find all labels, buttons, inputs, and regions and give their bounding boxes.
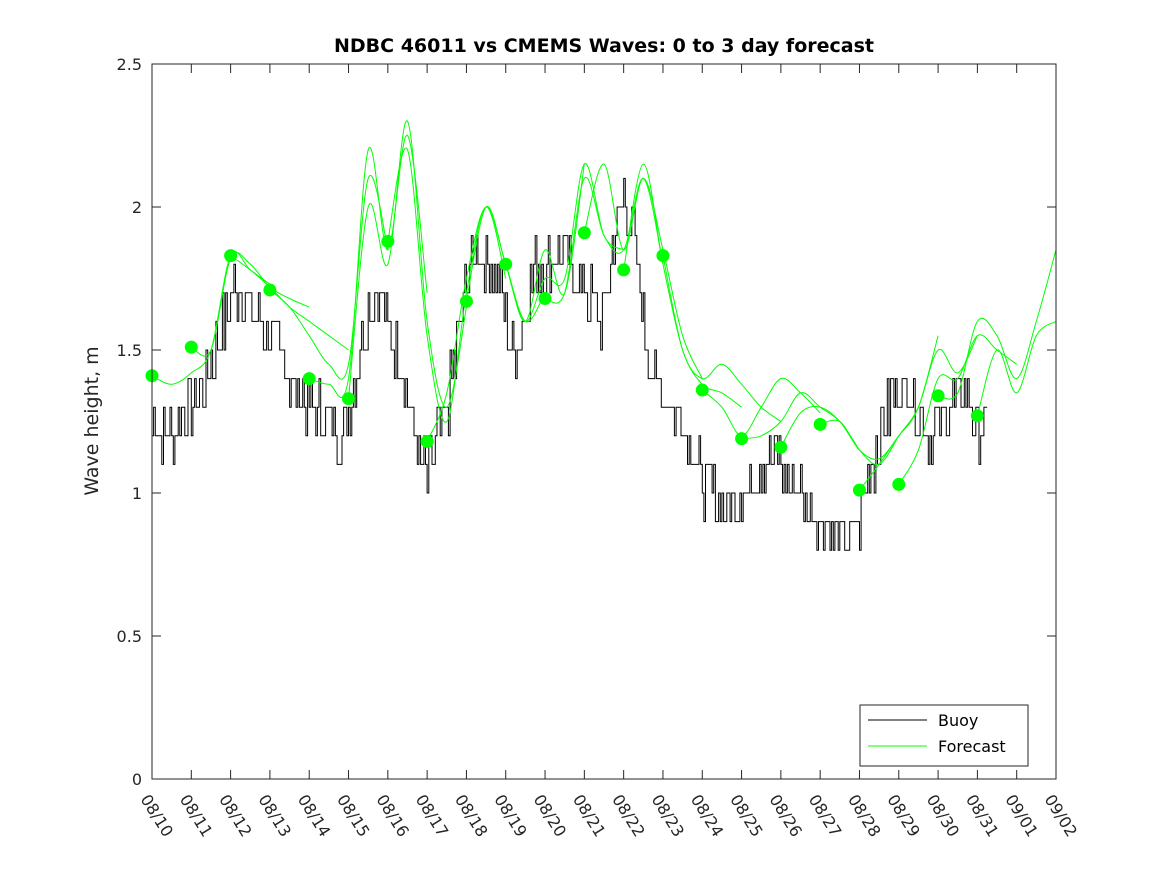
legend: Buoy Forecast xyxy=(859,704,1029,767)
forecast-start-point xyxy=(381,234,395,248)
forecast-start-point xyxy=(538,292,552,306)
forecast-start-point xyxy=(656,249,670,263)
forecast-line xyxy=(269,174,389,380)
forecast-start-point xyxy=(184,340,198,354)
legend-box xyxy=(859,704,1029,767)
forecast-line xyxy=(623,163,742,408)
legend-label-forecast: Forecast xyxy=(938,737,1006,756)
forecast-line xyxy=(938,249,1056,400)
forecast-start-point xyxy=(459,294,473,308)
y-tick-label: 1.5 xyxy=(117,341,142,360)
forecast-start-point xyxy=(420,435,434,449)
y-tick-label: 0.5 xyxy=(117,627,142,646)
legend-label-buoy: Buoy xyxy=(938,711,978,730)
forecast-start-point xyxy=(342,392,356,406)
forecast-start-point xyxy=(735,432,749,446)
series-layer xyxy=(152,120,1056,551)
forecast-start-point xyxy=(577,226,591,240)
buoy-line xyxy=(152,177,988,551)
y-tick-label: 2 xyxy=(132,198,142,217)
forecast-start-point xyxy=(892,477,906,491)
ticks-layer xyxy=(151,63,1057,780)
forecast-start-point xyxy=(695,383,709,397)
forecast-line xyxy=(976,320,1056,416)
axes-box xyxy=(151,63,1057,780)
forecast-start-point xyxy=(499,257,513,271)
forecast-line xyxy=(859,335,978,491)
forecast-start-point xyxy=(224,249,238,263)
points-layer xyxy=(145,226,984,497)
forecast-line xyxy=(191,252,310,357)
forecast-start-point xyxy=(302,372,316,386)
y-tick-label: 1 xyxy=(132,484,142,503)
chart-title: NDBC 46011 vs CMEMS Waves: 0 to 3 day fo… xyxy=(334,35,874,57)
forecast-start-point xyxy=(617,263,631,277)
forecast-start-point xyxy=(263,283,277,297)
forecast-start-point xyxy=(931,389,945,403)
forecast-start-point xyxy=(774,440,788,454)
forecast-line xyxy=(309,134,428,398)
forecast-start-point xyxy=(970,409,984,423)
y-tick-label: 2.5 xyxy=(117,55,142,74)
forecast-start-point xyxy=(852,483,866,497)
forecast-start-point xyxy=(813,417,827,431)
y-tick-label: 0 xyxy=(132,770,142,789)
y-axis-label: Wave height, m xyxy=(81,346,103,495)
forecast-line xyxy=(583,163,703,379)
